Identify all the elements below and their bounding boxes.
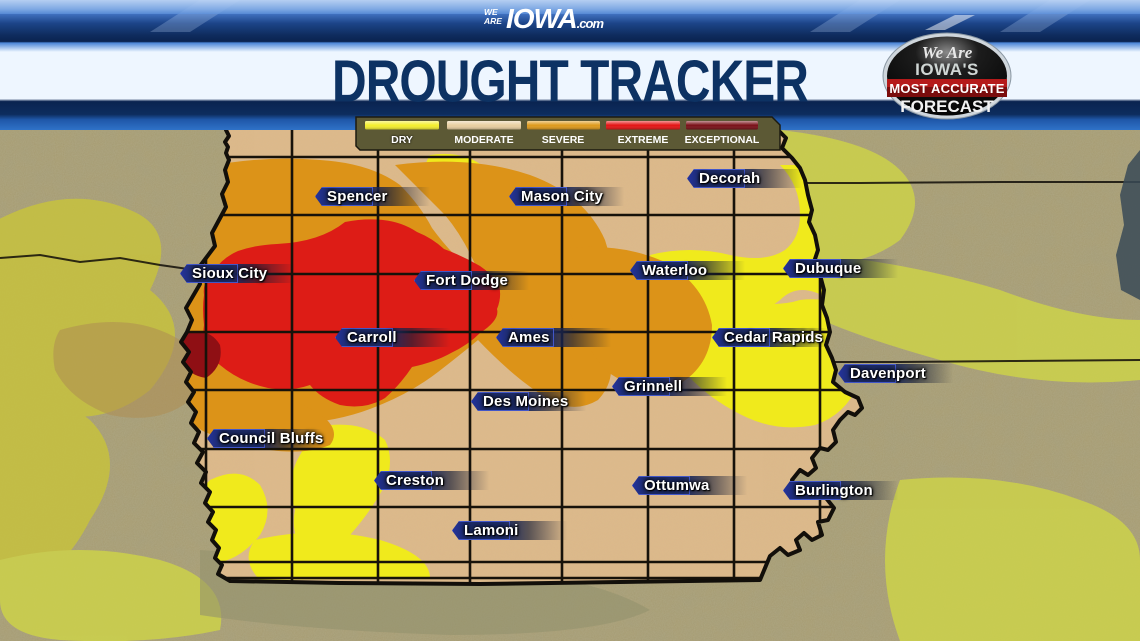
svg-text:EXTREME: EXTREME <box>618 134 669 146</box>
svg-text:EXCEPTIONAL: EXCEPTIONAL <box>685 134 760 146</box>
svg-text:DRY: DRY <box>391 134 413 146</box>
svg-text:SEVERE: SEVERE <box>542 134 585 146</box>
svg-text:MODERATE: MODERATE <box>454 134 513 146</box>
